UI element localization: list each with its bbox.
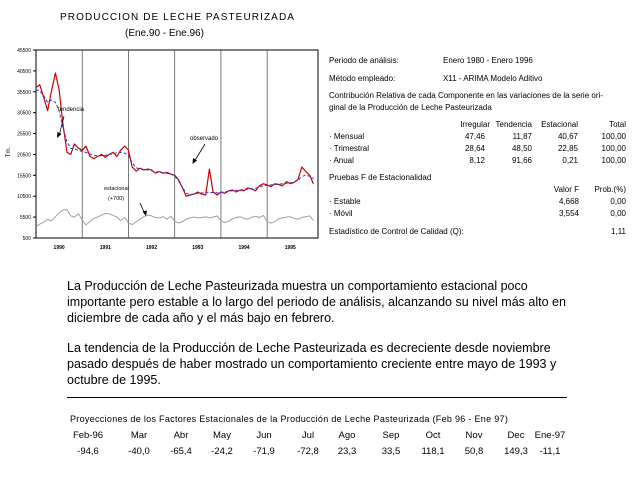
projection-value: -72,8 [297, 446, 319, 457]
contrib-value: 8,12 [469, 156, 485, 165]
x-tick-label: 1990 [54, 245, 65, 251]
annotation-arrow-tendencia [58, 115, 65, 137]
annotation-estacional-offset: (+700) [108, 196, 124, 202]
projection-month: Feb-96 [72, 430, 104, 441]
y-tick-label: 40500 [17, 69, 31, 75]
pruebas-value: 3,554 [558, 209, 579, 218]
projection-value: 23,3 [337, 446, 357, 457]
projection-month: Sep [382, 430, 400, 441]
y-tick-label: 30500 [17, 111, 31, 117]
plot-area [35, 49, 319, 239]
contrib-value: 48,50 [511, 144, 532, 153]
annotation-arrowhead-observado [192, 158, 197, 164]
annotation-tendencia: tendencia [58, 107, 85, 113]
section-divider [67, 397, 567, 398]
projection-month: Jun [256, 430, 272, 441]
periodo-value: Enero 1980 - Enero 1996 [443, 56, 533, 65]
y-axis-label: Tm. [6, 147, 12, 158]
periodo-label: Periodo de análisis: [329, 56, 399, 65]
projection-value: -94,6 [77, 446, 99, 457]
projection-month: Nov [465, 430, 483, 441]
metodo-label: Método empleado: [329, 74, 396, 83]
projection-value: 118,1 [421, 446, 445, 457]
projection-month: Ene-97 [534, 430, 566, 441]
x-tick-label: 1995 [285, 245, 296, 251]
contribucion-text-line2: ginal de la Producción de Leche Pasteuri… [329, 103, 492, 112]
contrib-value: 22,85 [557, 144, 578, 153]
annotation-estacional: estacional [104, 186, 129, 192]
x-tick-label: 1991 [100, 245, 111, 251]
y-tick-label: 5500 [20, 215, 31, 221]
y-tick-label: 35500 [17, 90, 31, 96]
contrib-value: 100,00 [601, 156, 626, 165]
projection-value: -65,4 [170, 446, 192, 457]
contrib-value: 0,21 [562, 156, 578, 165]
annotation-arrowhead-estacional [142, 210, 147, 216]
annotation-arrow-observado [193, 143, 206, 163]
contrib-row-label: · Trimestral [329, 144, 369, 153]
y-tick-label: 15500 [17, 173, 31, 179]
description-paragraph-seasonal: La Producción de Leche Pasteurizada mues… [67, 279, 566, 325]
annotation-arrowhead-tendencia [57, 132, 62, 138]
pruebas-value: 0,00 [610, 209, 626, 218]
production-line-chart: 500 5500 10500 15500 20500 25500 30500 35500 405… [6, 48, 319, 251]
y-tick-label: 20500 [17, 152, 31, 158]
projection-month: Jul [301, 430, 315, 441]
x-tick-label: 1993 [192, 245, 203, 251]
contrib-row-label: · Anual [329, 156, 354, 165]
contrib-row-label: · Mensual [329, 132, 365, 141]
projection-value: 149,3 [504, 446, 528, 457]
projection-month: Abr [173, 430, 189, 441]
contrib-value: 91,66 [511, 156, 532, 165]
contrib-value: 100,00 [601, 132, 626, 141]
y-tick-label: 500 [23, 236, 32, 242]
x-tick-label: 1994 [238, 245, 249, 251]
calidad-label: Estadístico de Control de Calidad (Q): [329, 227, 464, 236]
metodo-value: X11 - ARIMA Modelo Aditivo [443, 74, 543, 83]
projection-month: Oct [425, 430, 441, 441]
y-tick-label: 10500 [17, 194, 31, 200]
projections-title: Proyecciones de los Factores Estacionale… [70, 414, 509, 424]
pruebas-row-label: · Estable [329, 197, 361, 206]
pruebas-row-label: · Móvil [329, 209, 353, 218]
projection-value: 33,5 [381, 446, 401, 457]
pruebas-value: 0,00 [610, 197, 626, 206]
series-line-tendencia [35, 89, 314, 196]
pruebas-title: Pruebas F de Estacionalidad [329, 173, 432, 182]
projection-value: -71,9 [253, 446, 275, 457]
projection-month: Mar [130, 430, 148, 441]
series-line-estacional [35, 209, 314, 228]
description-text: La Producción de Leche Pasteurizada mues… [67, 278, 587, 402]
contrib-value: 47,46 [464, 132, 485, 141]
contrib-value: 40,67 [557, 132, 578, 141]
contrib-header-total: Total [609, 120, 626, 129]
contrib-header-estacional: Estacional [541, 120, 578, 129]
chart-title: PRODUCCION DE LECHE PASTEURIZADA [60, 12, 296, 23]
contrib-header-irregular: Irregular [460, 120, 490, 129]
pruebas-header-valor-f: Valor F [553, 185, 579, 194]
pruebas-header-prob: Prob.(%) [594, 185, 626, 194]
chart-subtitle: (Ene.90 - Ene.96) [125, 28, 204, 39]
contrib-value: 11,87 [512, 132, 532, 141]
projection-month: May [213, 430, 231, 441]
contrib-header-tendencia: Tendencia [495, 120, 532, 129]
calidad-value: 1,11 [611, 227, 626, 236]
y-tick-label: 25500 [17, 132, 31, 138]
projection-value: 50,8 [464, 446, 484, 457]
projection-month: Ago [338, 430, 356, 441]
pruebas-value: 4,668 [558, 197, 579, 206]
projection-value: -40,0 [128, 446, 150, 457]
contribucion-text-line1: Contribución Relativa de cada Componente… [329, 91, 603, 100]
projection-value: -24,2 [211, 446, 233, 457]
projection-value: -11,1 [539, 446, 561, 457]
y-tick-label: 45500 [17, 48, 31, 54]
annotation-observado: observado [190, 136, 219, 142]
description-paragraph-trend: La tendencia de la Producción de Leche P… [67, 341, 557, 387]
contrib-value: 28,64 [464, 144, 485, 153]
contrib-value: 100,00 [601, 144, 626, 153]
projection-month: Dec [507, 430, 525, 441]
x-tick-label: 1992 [146, 245, 157, 251]
